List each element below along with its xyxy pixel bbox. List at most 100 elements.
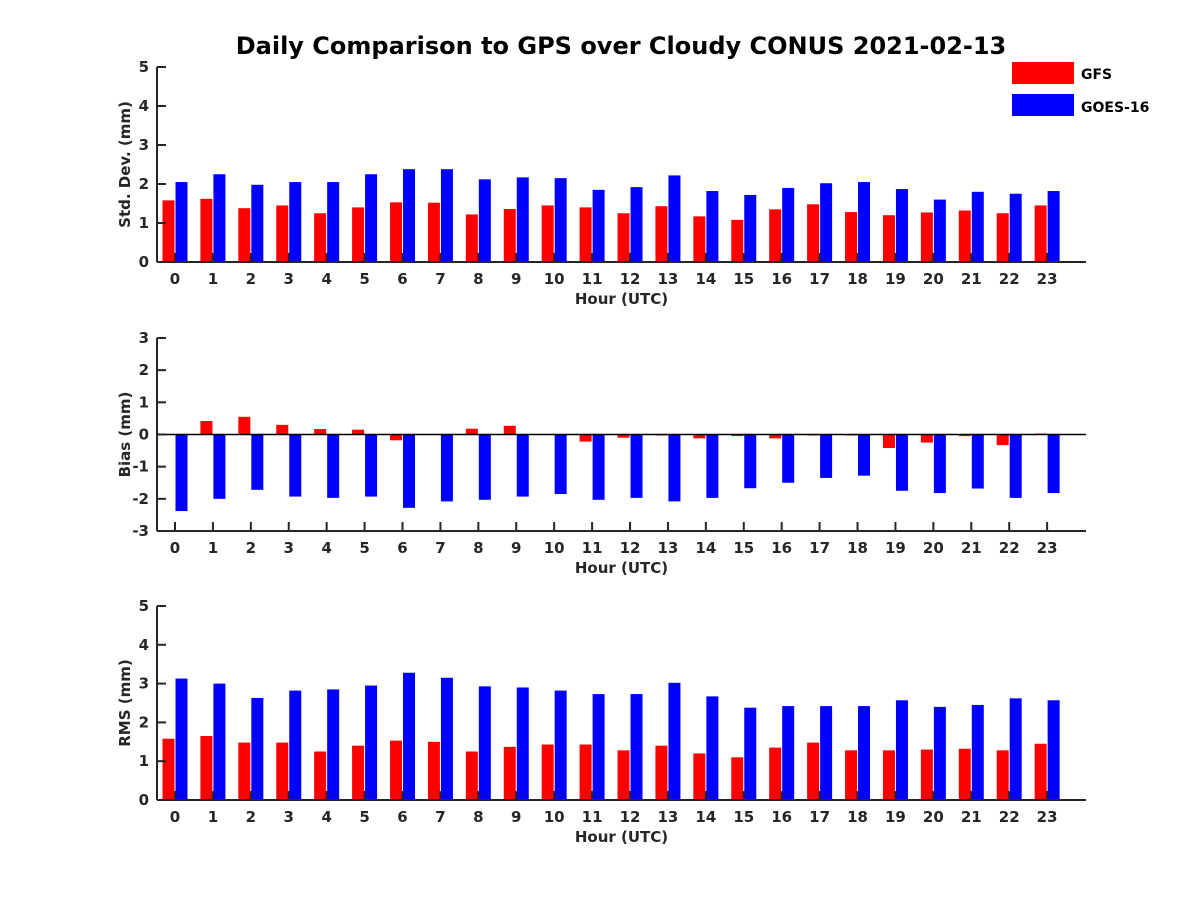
bar-gfs-hour-20 <box>920 749 933 800</box>
bar-gfs-hour-8 <box>465 214 478 262</box>
bar-goes16-hour-0 <box>175 678 188 800</box>
y-tick-label: 2 <box>139 361 149 379</box>
x-tick-label: 13 <box>658 270 679 288</box>
x-tick-label: 1 <box>208 808 218 826</box>
x-tick-label: 21 <box>961 270 982 288</box>
bar-gfs-hour-12 <box>617 213 630 262</box>
bar-goes16-hour-10 <box>554 178 567 262</box>
x-tick-label: 0 <box>170 808 180 826</box>
legend-label-goes16: GOES-16 <box>1081 100 1149 116</box>
bar-goes16-hour-19 <box>895 700 908 800</box>
bar-gfs-hour-12 <box>617 434 630 438</box>
bar-gfs-hour-9 <box>503 746 516 800</box>
bar-goes16-hour-16 <box>782 434 795 483</box>
x-tick-label: 20 <box>923 539 944 557</box>
bar-goes16-hour-1 <box>213 683 226 800</box>
bar-goes16-hour-21 <box>971 434 984 489</box>
x-tick-label: 17 <box>809 270 830 288</box>
bar-gfs-hour-4 <box>314 751 327 800</box>
bar-gfs-hour-20 <box>920 212 933 262</box>
x-tick-label: 14 <box>695 270 716 288</box>
y-tick-label: -3 <box>132 522 149 540</box>
x-tick-label: 23 <box>1037 808 1058 826</box>
y-tick-label: 5 <box>139 597 149 615</box>
x-tick-label: 7 <box>435 270 445 288</box>
bar-goes16-hour-7 <box>440 169 453 262</box>
x-tick-label: 17 <box>809 808 830 826</box>
bar-goes16-hour-19 <box>895 434 908 491</box>
bar-goes16-hour-3 <box>289 434 302 497</box>
x-tick-label: 6 <box>397 539 407 557</box>
legend-swatch-gfs <box>1012 62 1074 84</box>
bar-gfs-hour-2 <box>238 208 251 262</box>
x-tick-label: 18 <box>847 808 868 826</box>
bar-goes16-hour-22 <box>1009 698 1022 800</box>
y-tick-label: 4 <box>139 97 149 115</box>
bar-gfs-hour-22 <box>996 750 1009 800</box>
bar-gfs-hour-21 <box>958 434 971 437</box>
bar-goes16-hour-22 <box>1009 434 1022 498</box>
x-tick-label: 9 <box>511 270 521 288</box>
bar-gfs-hour-9 <box>503 208 516 262</box>
x-tick-label: 22 <box>999 270 1020 288</box>
chart-title: Daily Comparison to GPS over Cloudy CONU… <box>236 32 1007 60</box>
bar-goes16-hour-20 <box>933 199 946 262</box>
x-tick-label: 3 <box>284 270 294 288</box>
y-tick-label: 2 <box>139 713 149 731</box>
bar-goes16-hour-5 <box>365 685 378 800</box>
x-tick-label: 7 <box>435 808 445 826</box>
x-tick-label: 23 <box>1037 539 1058 557</box>
bar-gfs-hour-7 <box>427 202 440 262</box>
bar-goes16-hour-11 <box>592 694 605 800</box>
bar-gfs-hour-8 <box>465 428 478 435</box>
x-tick-label: 15 <box>733 808 754 826</box>
x-tick-label: 17 <box>809 539 830 557</box>
bar-goes16-hour-17 <box>820 183 833 262</box>
x-tick-label: 0 <box>170 270 180 288</box>
bar-goes16-hour-17 <box>820 434 833 478</box>
x-tick-label: 8 <box>473 539 483 557</box>
bar-gfs-hour-9 <box>503 425 516 435</box>
x-tick-label: 1 <box>208 539 218 557</box>
bar-gfs-hour-4 <box>314 429 327 435</box>
y-tick-label: 0 <box>139 791 149 809</box>
bar-goes16-hour-12 <box>630 187 643 262</box>
bar-goes16-hour-2 <box>251 184 264 262</box>
x-tick-label: 18 <box>847 539 868 557</box>
x-tick-label: 6 <box>397 808 407 826</box>
y-tick-label: -2 <box>132 490 149 508</box>
bar-gfs-hour-5 <box>352 745 365 800</box>
bar-gfs-hour-0 <box>162 200 175 262</box>
x-tick-label: 15 <box>733 270 754 288</box>
bar-gfs-hour-21 <box>958 748 971 800</box>
x-tick-label: 10 <box>544 539 565 557</box>
x-tick-label: 0 <box>170 539 180 557</box>
bar-gfs-hour-17 <box>807 204 820 262</box>
x-tick-label: 2 <box>246 270 256 288</box>
bar-goes16-hour-11 <box>592 434 605 500</box>
bar-goes16-hour-14 <box>706 696 719 800</box>
x-tick-label: 7 <box>435 539 445 557</box>
bar-goes16-hour-3 <box>289 690 302 800</box>
bar-gfs-hour-5 <box>352 429 365 435</box>
x-tick-label: 5 <box>359 270 369 288</box>
bar-goes16-hour-21 <box>971 704 984 800</box>
x-tick-label: 14 <box>695 539 716 557</box>
bar-goes16-hour-5 <box>365 174 378 262</box>
bar-goes16-hour-12 <box>630 434 643 498</box>
bar-gfs-hour-11 <box>579 434 592 442</box>
x-tick-label: 13 <box>658 539 679 557</box>
bar-gfs-hour-22 <box>996 213 1009 262</box>
bar-goes16-hour-15 <box>744 707 757 800</box>
bar-goes16-hour-9 <box>516 177 529 262</box>
bar-gfs-hour-8 <box>465 751 478 800</box>
y-tick-label: 1 <box>139 752 149 770</box>
bar-goes16-hour-2 <box>251 697 264 800</box>
bar-gfs-hour-3 <box>276 742 289 800</box>
bar-gfs-hour-6 <box>390 740 403 800</box>
bar-goes16-hour-4 <box>327 689 340 800</box>
bar-gfs-hour-3 <box>276 205 289 262</box>
